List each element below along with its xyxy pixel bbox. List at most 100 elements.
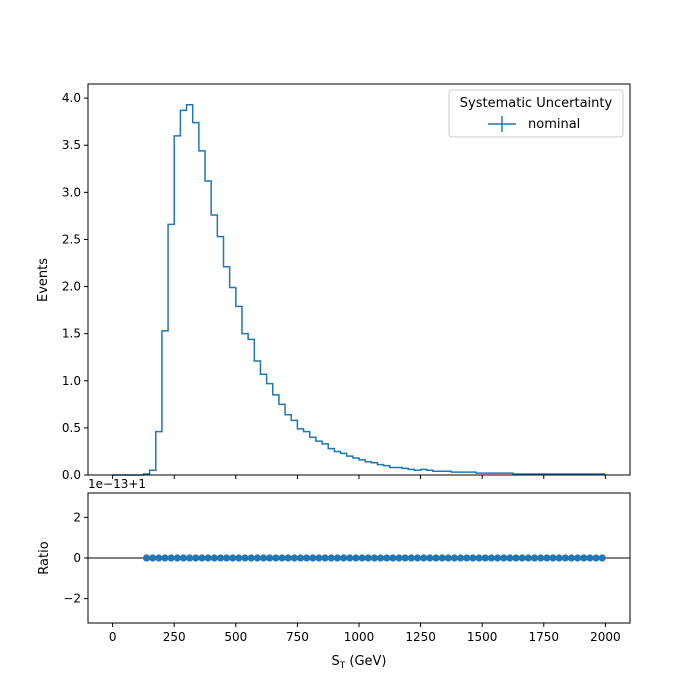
ratio-point <box>327 554 335 562</box>
ratio-point <box>543 554 551 562</box>
ratio-point <box>401 554 409 562</box>
ratio-point <box>352 554 360 562</box>
ratio-point <box>512 554 520 562</box>
ratio-point <box>549 554 557 562</box>
ratio-point <box>303 554 311 562</box>
series-nominal-step-line <box>112 103 606 476</box>
ratio-point <box>518 554 526 562</box>
x-tick-label: 750 <box>286 630 309 644</box>
ratio-point <box>383 554 391 562</box>
x-axis-label: ST (GeV) <box>331 654 386 671</box>
legend-box <box>448 89 624 138</box>
ratio-point <box>278 554 286 562</box>
ratio-y-tick-label: −2 <box>63 592 81 606</box>
ratio-point <box>346 554 354 562</box>
ratio-point <box>524 554 532 562</box>
ratio-point <box>438 554 446 562</box>
main-y-tick-label: 3.0 <box>62 185 81 199</box>
x-tick-label: 250 <box>163 630 186 644</box>
ratio-point <box>149 554 157 562</box>
ratio-point <box>167 554 175 562</box>
ratio-point <box>561 554 569 562</box>
main-y-ticks: 0.0 0.5 1.0 1.5 2.0 2.5 3.0 3.5 4.0 <box>62 91 88 482</box>
ratio-point <box>432 554 440 562</box>
main-y-tick-label: 3.5 <box>62 138 81 152</box>
ratio-point <box>506 554 514 562</box>
main-y-tick-label: 0.0 <box>62 468 81 482</box>
ratio-point <box>161 554 169 562</box>
ratio-x-ticks: 0 250 500 750 1000 1250 1500 1750 2000 <box>109 623 621 644</box>
main-series-layer <box>112 103 606 476</box>
ratio-point <box>457 554 465 562</box>
ratio-y-ticks: −2 0 2 <box>63 510 88 606</box>
ratio-y-tick-label: 2 <box>73 510 81 524</box>
ratio-panel: 0 250 500 750 1000 1250 1500 1750 2000 −2 0 2 1e−1… <box>37 477 631 671</box>
ratio-point <box>229 554 237 562</box>
legend-entry-nominal: nominal <box>488 116 580 132</box>
ratio-point <box>204 554 212 562</box>
ratio-point <box>463 554 471 562</box>
ratio-point <box>475 554 483 562</box>
ratio-point <box>296 554 305 562</box>
ratio-offset-text: 1e−13+1 <box>88 477 146 491</box>
ratio-point <box>192 554 200 562</box>
ratio-point <box>450 554 459 562</box>
ratio-point <box>315 554 323 562</box>
ratio-point <box>407 554 415 562</box>
x-tick-label: 1250 <box>405 630 436 644</box>
main-y-axis-label: Events <box>36 258 51 302</box>
x-tick-label: 1000 <box>344 630 375 644</box>
x-tick-label: 1750 <box>528 630 559 644</box>
ratio-point <box>481 554 489 562</box>
legend-entry-label: nominal <box>528 117 580 132</box>
ratio-y-axis-label: Ratio <box>37 541 52 574</box>
ratio-point <box>272 554 280 562</box>
ratio-point <box>210 554 218 562</box>
legend: Systematic Uncertainty nominal <box>448 89 624 138</box>
ratio-point <box>487 554 496 562</box>
ratio-point <box>142 554 151 562</box>
ratio-point <box>309 554 317 562</box>
ratio-point <box>395 554 403 562</box>
ratio-point <box>290 554 298 562</box>
ratio-point <box>420 554 428 562</box>
ratio-point <box>358 554 366 562</box>
ratio-point <box>333 554 342 562</box>
ratio-point <box>376 554 385 562</box>
ratio-point <box>530 554 539 562</box>
main-y-tick-label: 2.5 <box>62 232 81 246</box>
ratio-point <box>173 554 181 562</box>
ratio-point <box>284 554 292 562</box>
ratio-point <box>592 554 600 562</box>
main-x-ticks <box>112 475 606 479</box>
x-tick-label: 1500 <box>467 630 498 644</box>
ratio-point <box>340 554 348 562</box>
ratio-point <box>321 554 329 562</box>
ratio-point <box>586 554 594 562</box>
main-y-tick-label: 1.0 <box>62 374 81 388</box>
x-axis-label-subscript: T <box>339 661 346 671</box>
ratio-point <box>500 554 508 562</box>
x-tick-label: 2000 <box>590 630 621 644</box>
ratio-point <box>567 554 576 562</box>
ratio-point <box>198 554 206 562</box>
ratio-point <box>580 554 588 562</box>
ratio-point <box>266 554 274 562</box>
main-y-tick-label: 4.0 <box>62 91 81 105</box>
ratio-point <box>155 554 163 562</box>
ratio-point <box>493 554 502 562</box>
main-y-tick-label: 0.5 <box>62 421 81 435</box>
x-axis-label-suffix: (GeV) <box>345 654 386 669</box>
ratio-point <box>186 554 194 562</box>
ratio-point <box>555 554 563 562</box>
main-panel: 0.0 0.5 1.0 1.5 2.0 2.5 3.0 3.5 4.0 Events Syste… <box>36 83 631 482</box>
ratio-point <box>235 554 243 562</box>
ratio-point <box>179 554 188 562</box>
main-y-tick-label: 2.0 <box>62 280 81 294</box>
ratio-point <box>413 554 422 562</box>
ratio-point <box>241 554 249 562</box>
ratio-point <box>216 554 225 562</box>
legend-title: Systematic Uncertainty <box>460 96 613 111</box>
ratio-point <box>370 554 378 562</box>
